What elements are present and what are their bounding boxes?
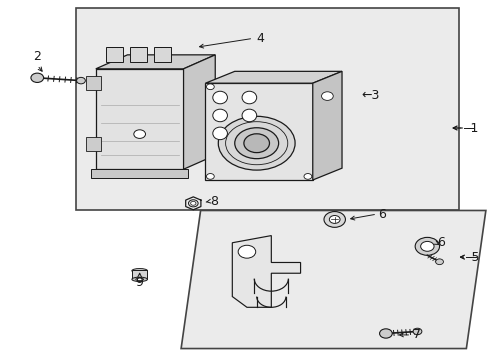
- Polygon shape: [312, 71, 341, 180]
- Text: 7: 7: [412, 328, 420, 341]
- Ellipse shape: [132, 277, 147, 282]
- Bar: [91, 169, 188, 178]
- Circle shape: [329, 216, 339, 224]
- Text: -5: -5: [467, 251, 479, 264]
- Text: 9: 9: [136, 276, 143, 289]
- Ellipse shape: [234, 128, 278, 159]
- Circle shape: [412, 328, 421, 335]
- Circle shape: [190, 201, 196, 205]
- Circle shape: [414, 237, 439, 255]
- Bar: [86, 76, 101, 90]
- Ellipse shape: [242, 91, 256, 104]
- Circle shape: [206, 84, 214, 90]
- Text: 6: 6: [378, 208, 386, 221]
- Polygon shape: [181, 211, 485, 348]
- Circle shape: [77, 77, 85, 84]
- Circle shape: [206, 174, 214, 179]
- Circle shape: [134, 130, 145, 138]
- Ellipse shape: [218, 116, 294, 170]
- Polygon shape: [96, 55, 215, 69]
- Bar: [96, 69, 183, 169]
- Circle shape: [238, 245, 255, 258]
- Circle shape: [304, 174, 311, 179]
- Circle shape: [188, 200, 198, 207]
- Circle shape: [420, 242, 433, 251]
- Polygon shape: [232, 235, 300, 307]
- Ellipse shape: [242, 109, 256, 122]
- Circle shape: [244, 134, 269, 153]
- Ellipse shape: [212, 91, 227, 104]
- Bar: [76, 8, 458, 211]
- Circle shape: [324, 212, 345, 227]
- Bar: [86, 137, 101, 151]
- Bar: [130, 48, 147, 62]
- Ellipse shape: [136, 278, 143, 280]
- Circle shape: [321, 92, 332, 100]
- Ellipse shape: [212, 127, 227, 140]
- Circle shape: [435, 259, 443, 265]
- Text: 8: 8: [210, 195, 218, 208]
- Bar: [205, 83, 312, 180]
- Ellipse shape: [212, 109, 227, 122]
- Bar: [154, 48, 171, 62]
- Text: -1: -1: [466, 122, 478, 135]
- Polygon shape: [183, 55, 215, 169]
- Bar: [132, 270, 147, 279]
- Text: 6: 6: [436, 236, 444, 249]
- Text: ←3: ←3: [361, 89, 379, 102]
- Circle shape: [379, 329, 391, 338]
- Ellipse shape: [132, 269, 147, 273]
- Text: 4: 4: [256, 32, 264, 45]
- Text: 2: 2: [33, 50, 41, 63]
- Bar: [105, 48, 122, 62]
- Polygon shape: [205, 71, 341, 83]
- Circle shape: [31, 73, 43, 82]
